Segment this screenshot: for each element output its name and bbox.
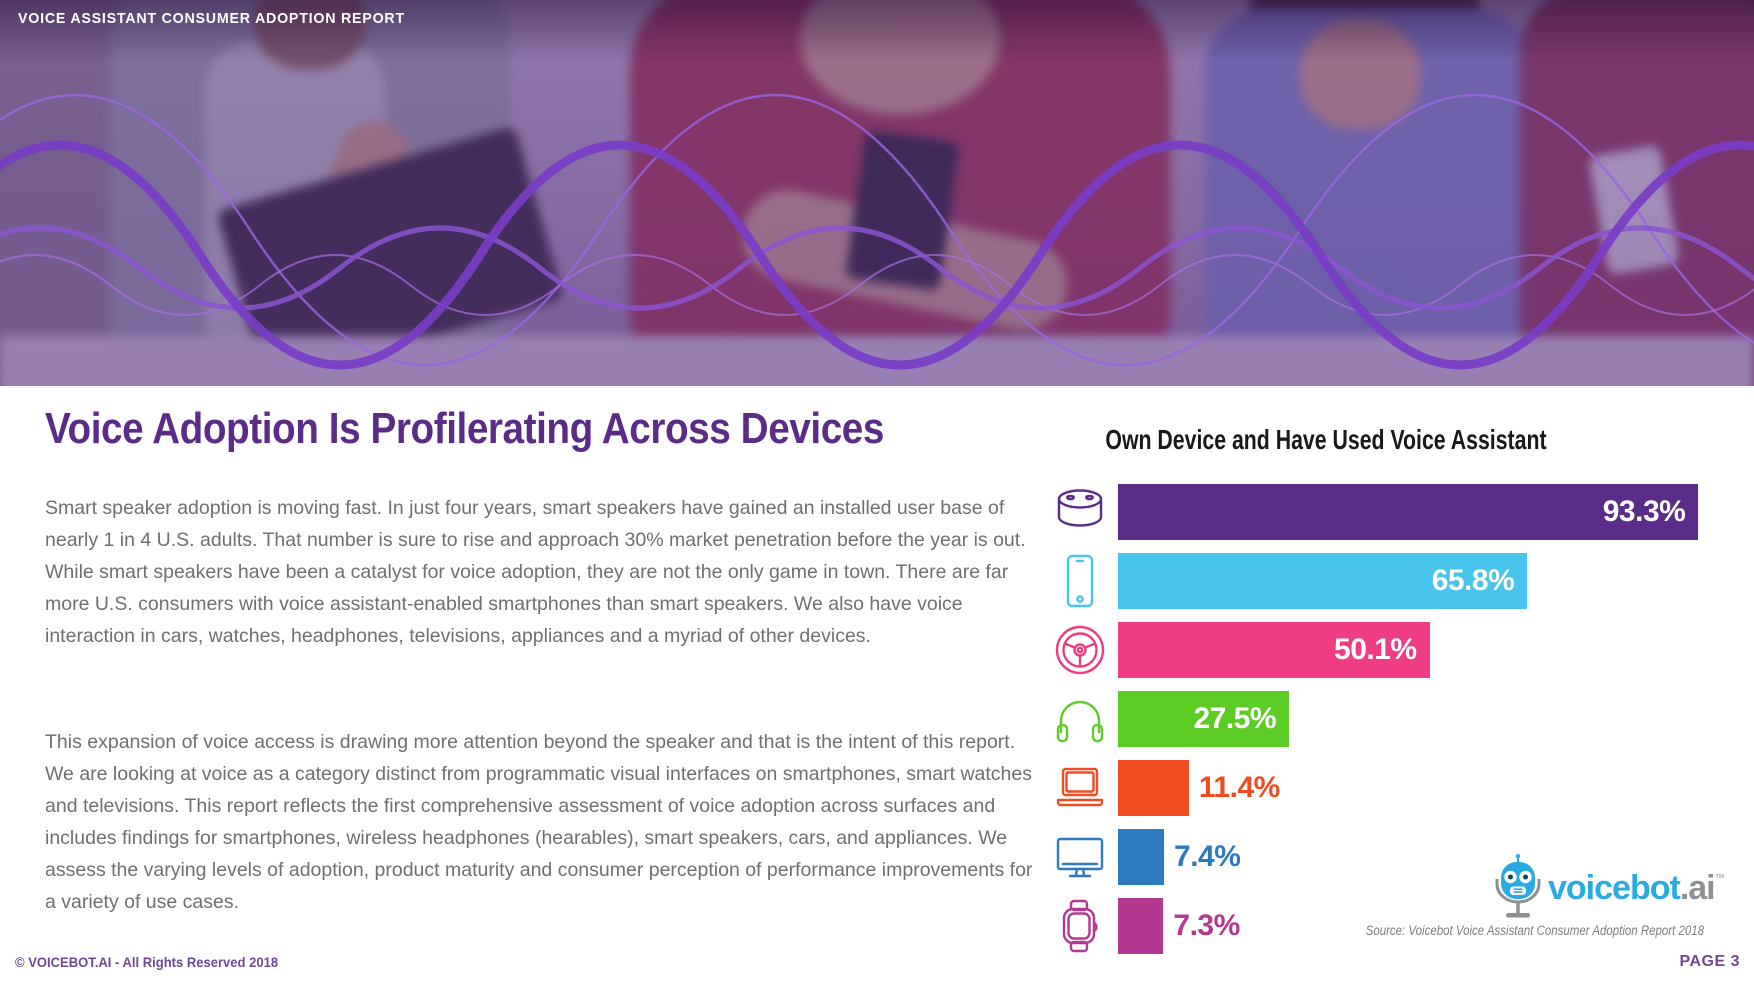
- chart-source-note: Source: Voicebot Voice Assistant Consume…: [1365, 923, 1704, 938]
- purple-overlay: [0, 0, 1754, 386]
- chart-bar-row: 65.8%: [1050, 553, 1740, 609]
- page-title: Voice Adoption Is Profilerating Across D…: [45, 404, 884, 453]
- bar-smartwatch: [1118, 898, 1164, 954]
- report-kicker: VOICE ASSISTANT CONSUMER ADOPTION REPORT: [18, 10, 405, 27]
- bar-track: 27.5%: [1118, 691, 1740, 747]
- bar-television: [1118, 829, 1165, 885]
- chart-bar-row: 7.3%: [1050, 898, 1740, 954]
- car-steering-wheel-icon: [1050, 622, 1118, 678]
- chart-title: Own Device and Have Used Voice Assistant: [1105, 424, 1547, 455]
- bar-value-label: 7.3%: [1173, 909, 1240, 942]
- chart-bar-row: 50.1%: [1050, 622, 1740, 678]
- copyright-text: © VOICEBOT.AI - All Rights Reserved 2018: [15, 954, 279, 970]
- bar-smart-speaker: 93.3%: [1118, 484, 1699, 540]
- body-paragraph-2: This expansion of voice access is drawin…: [45, 731, 1033, 913]
- voicebot-robot-logo-icon: [1495, 854, 1541, 918]
- bar-track: 7.3%: [1118, 898, 1740, 954]
- bar-car: 50.1%: [1118, 622, 1430, 678]
- smart-speaker-icon: [1050, 484, 1118, 540]
- bar-value-label: 65.8%: [1431, 564, 1515, 597]
- bar-laptop: [1118, 760, 1189, 816]
- bar-track: 50.1%: [1118, 622, 1740, 678]
- voicebot-wordmark: voicebot.ai™: [1548, 869, 1725, 907]
- laptop-icon: [1050, 760, 1118, 816]
- bar-headphones: 27.5%: [1118, 691, 1290, 747]
- bar-value-label: 11.4%: [1198, 771, 1280, 804]
- bar-value-label: 93.3%: [1602, 495, 1686, 528]
- voicebot-logo: voicebot.ai™: [1494, 853, 1725, 923]
- bar-value-label: 50.1%: [1334, 633, 1417, 666]
- bar-chart: 93.3% 65.8% 50.1% 27.5% 11.4% 7.4% 7.3%: [1050, 484, 1740, 967]
- chart-bar-row: 7.4%: [1050, 829, 1740, 885]
- chart-bar-row: 93.3%: [1050, 484, 1740, 540]
- sound-wave-graphic: [0, 93, 1754, 370]
- page-number: PAGE 3: [1679, 953, 1740, 970]
- bar-smartphone: 65.8%: [1118, 553, 1528, 609]
- smartphone-icon: [1050, 553, 1118, 609]
- bar-track: 93.3%: [1118, 484, 1740, 540]
- chart-bar-row: 11.4%: [1050, 760, 1740, 816]
- smartwatch-icon: [1050, 898, 1118, 954]
- bar-track: 11.4%: [1118, 760, 1740, 816]
- bar-value-label: 27.5%: [1193, 702, 1277, 735]
- header-photo-banner: VOICE ASSISTANT CONSUMER ADOPTION REPORT: [0, 0, 1754, 386]
- trademark-symbol: ™: [1714, 873, 1725, 884]
- bar-value-label: 7.4%: [1174, 840, 1241, 873]
- body-paragraph-1: Smart speaker adoption is moving fast. I…: [45, 497, 1026, 647]
- headphones-icon: [1050, 691, 1118, 747]
- chart-bar-row: 27.5%: [1050, 691, 1740, 747]
- bar-track: 7.4%: [1118, 829, 1740, 885]
- bar-track: 65.8%: [1118, 553, 1740, 609]
- tv-icon: [1050, 829, 1118, 885]
